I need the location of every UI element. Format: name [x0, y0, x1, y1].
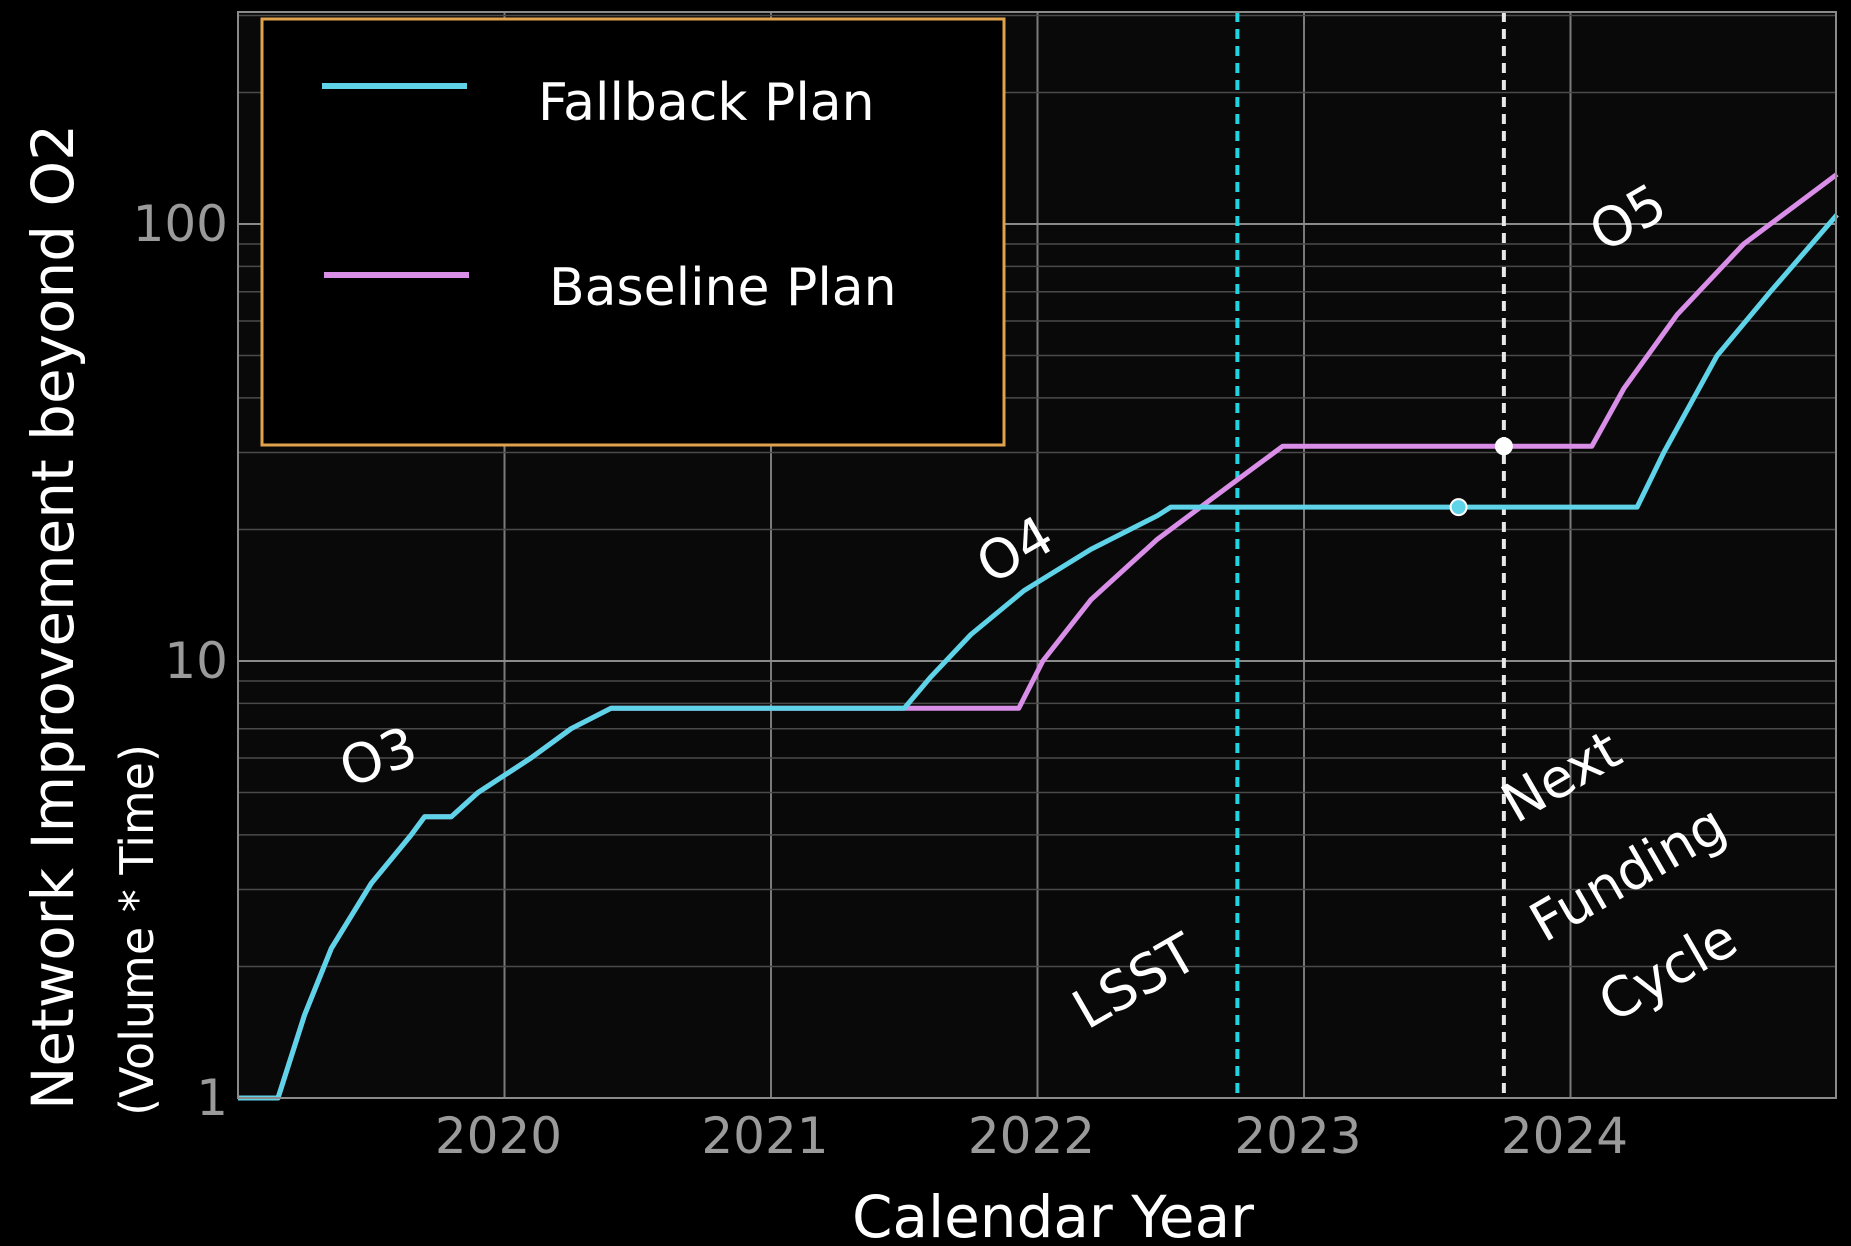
point-marker: [1494, 437, 1513, 456]
reference-lines: [1235, 12, 1506, 1098]
y-axis-sublabel: (Volume * Time): [110, 744, 164, 1116]
x-tick-label: 2022: [968, 1107, 1095, 1165]
x-tick-label: 2021: [701, 1107, 828, 1165]
plot-frame: [237, 11, 1837, 1099]
legend-box: [260, 17, 1006, 447]
point-marker: [1449, 498, 1468, 517]
x-tick-label: 2020: [435, 1107, 562, 1165]
series-lines: [238, 172, 1839, 1101]
legend: Fallback Plan Baseline Plan: [260, 17, 1006, 447]
y-tick-label: 100: [133, 195, 228, 253]
fallback-plan-line: [238, 213, 1839, 1101]
y-tick-label: 10: [164, 632, 228, 690]
y-axis-label: Network Improvement beyond O2: [19, 124, 87, 1110]
x-tick-labels: 2020 2021 2022 2023 2024: [435, 1107, 1628, 1165]
legend-label-baseline: Baseline Plan: [549, 258, 897, 318]
x-axis-label: Calendar Year: [852, 1183, 1254, 1246]
y-tick-label: 1: [196, 1069, 228, 1127]
x-tick-label: 2024: [1501, 1107, 1628, 1165]
y-tick-labels: 1 10 100: [133, 195, 228, 1127]
x-tick-label: 2023: [1234, 1107, 1361, 1165]
legend-label-fallback: Fallback Plan: [538, 73, 875, 133]
point-markers: [1449, 437, 1513, 517]
